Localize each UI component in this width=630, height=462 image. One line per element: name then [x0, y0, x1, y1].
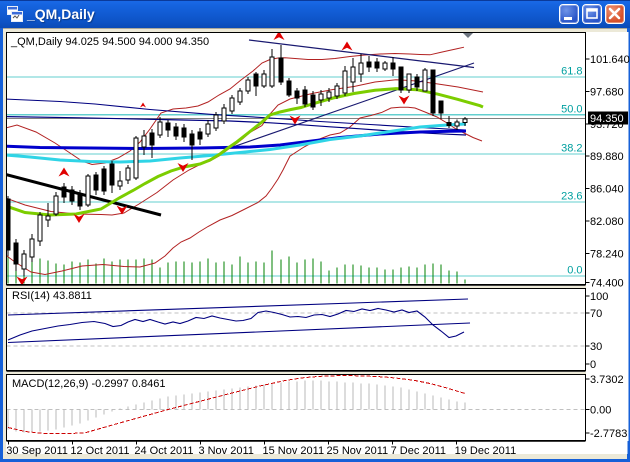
svg-text:24 Oct 2011: 24 Oct 2011	[134, 445, 193, 457]
svg-text:101.640: 101.640	[590, 54, 630, 66]
svg-text:7 Dec 2011: 7 Dec 2011	[391, 445, 446, 457]
svg-text:94.350: 94.350	[590, 113, 624, 125]
svg-text:MACD(12,26,9) -0.2997 0.8461: MACD(12,26,9) -0.2997 0.8461	[12, 378, 165, 390]
svg-text:_QM,Daily 94.025 94.500 94.00: _QM,Daily 94.025 94.500 94.000 94.350	[10, 36, 209, 48]
svg-text:RSI(14) 43.8811: RSI(14) 43.8811	[12, 290, 92, 302]
svg-text:-2.7783: -2.7783	[590, 428, 627, 440]
svg-text:30: 30	[590, 341, 602, 353]
svg-text:50.0: 50.0	[561, 103, 582, 115]
svg-text:0.0: 0.0	[567, 265, 582, 277]
svg-text:3 Nov 2011: 3 Nov 2011	[198, 445, 253, 457]
svg-text:15 Nov 2011: 15 Nov 2011	[263, 445, 325, 457]
svg-text:82.080: 82.080	[590, 216, 624, 228]
svg-text:30 Sep 2011: 30 Sep 2011	[6, 445, 68, 457]
svg-text:12 Oct 2011: 12 Oct 2011	[70, 445, 129, 457]
svg-text:100: 100	[590, 291, 608, 303]
svg-text:3.7302: 3.7302	[590, 374, 624, 386]
svg-text:0: 0	[590, 359, 596, 371]
svg-text:25 Nov 2011: 25 Nov 2011	[327, 445, 389, 457]
svg-text:23.6: 23.6	[561, 191, 582, 203]
svg-text:70: 70	[590, 308, 602, 320]
svg-text:86.040: 86.040	[590, 184, 624, 196]
svg-text:78.240: 78.240	[590, 248, 624, 260]
svg-text:61.8: 61.8	[561, 66, 582, 78]
svg-text:74.400: 74.400	[590, 278, 624, 290]
svg-text:38.2: 38.2	[561, 143, 582, 155]
svg-text:0.00: 0.00	[590, 405, 611, 417]
svg-text:19 Dec 2011: 19 Dec 2011	[455, 445, 517, 457]
svg-text:89.880: 89.880	[590, 151, 624, 163]
svg-text:97.680: 97.680	[590, 86, 624, 98]
